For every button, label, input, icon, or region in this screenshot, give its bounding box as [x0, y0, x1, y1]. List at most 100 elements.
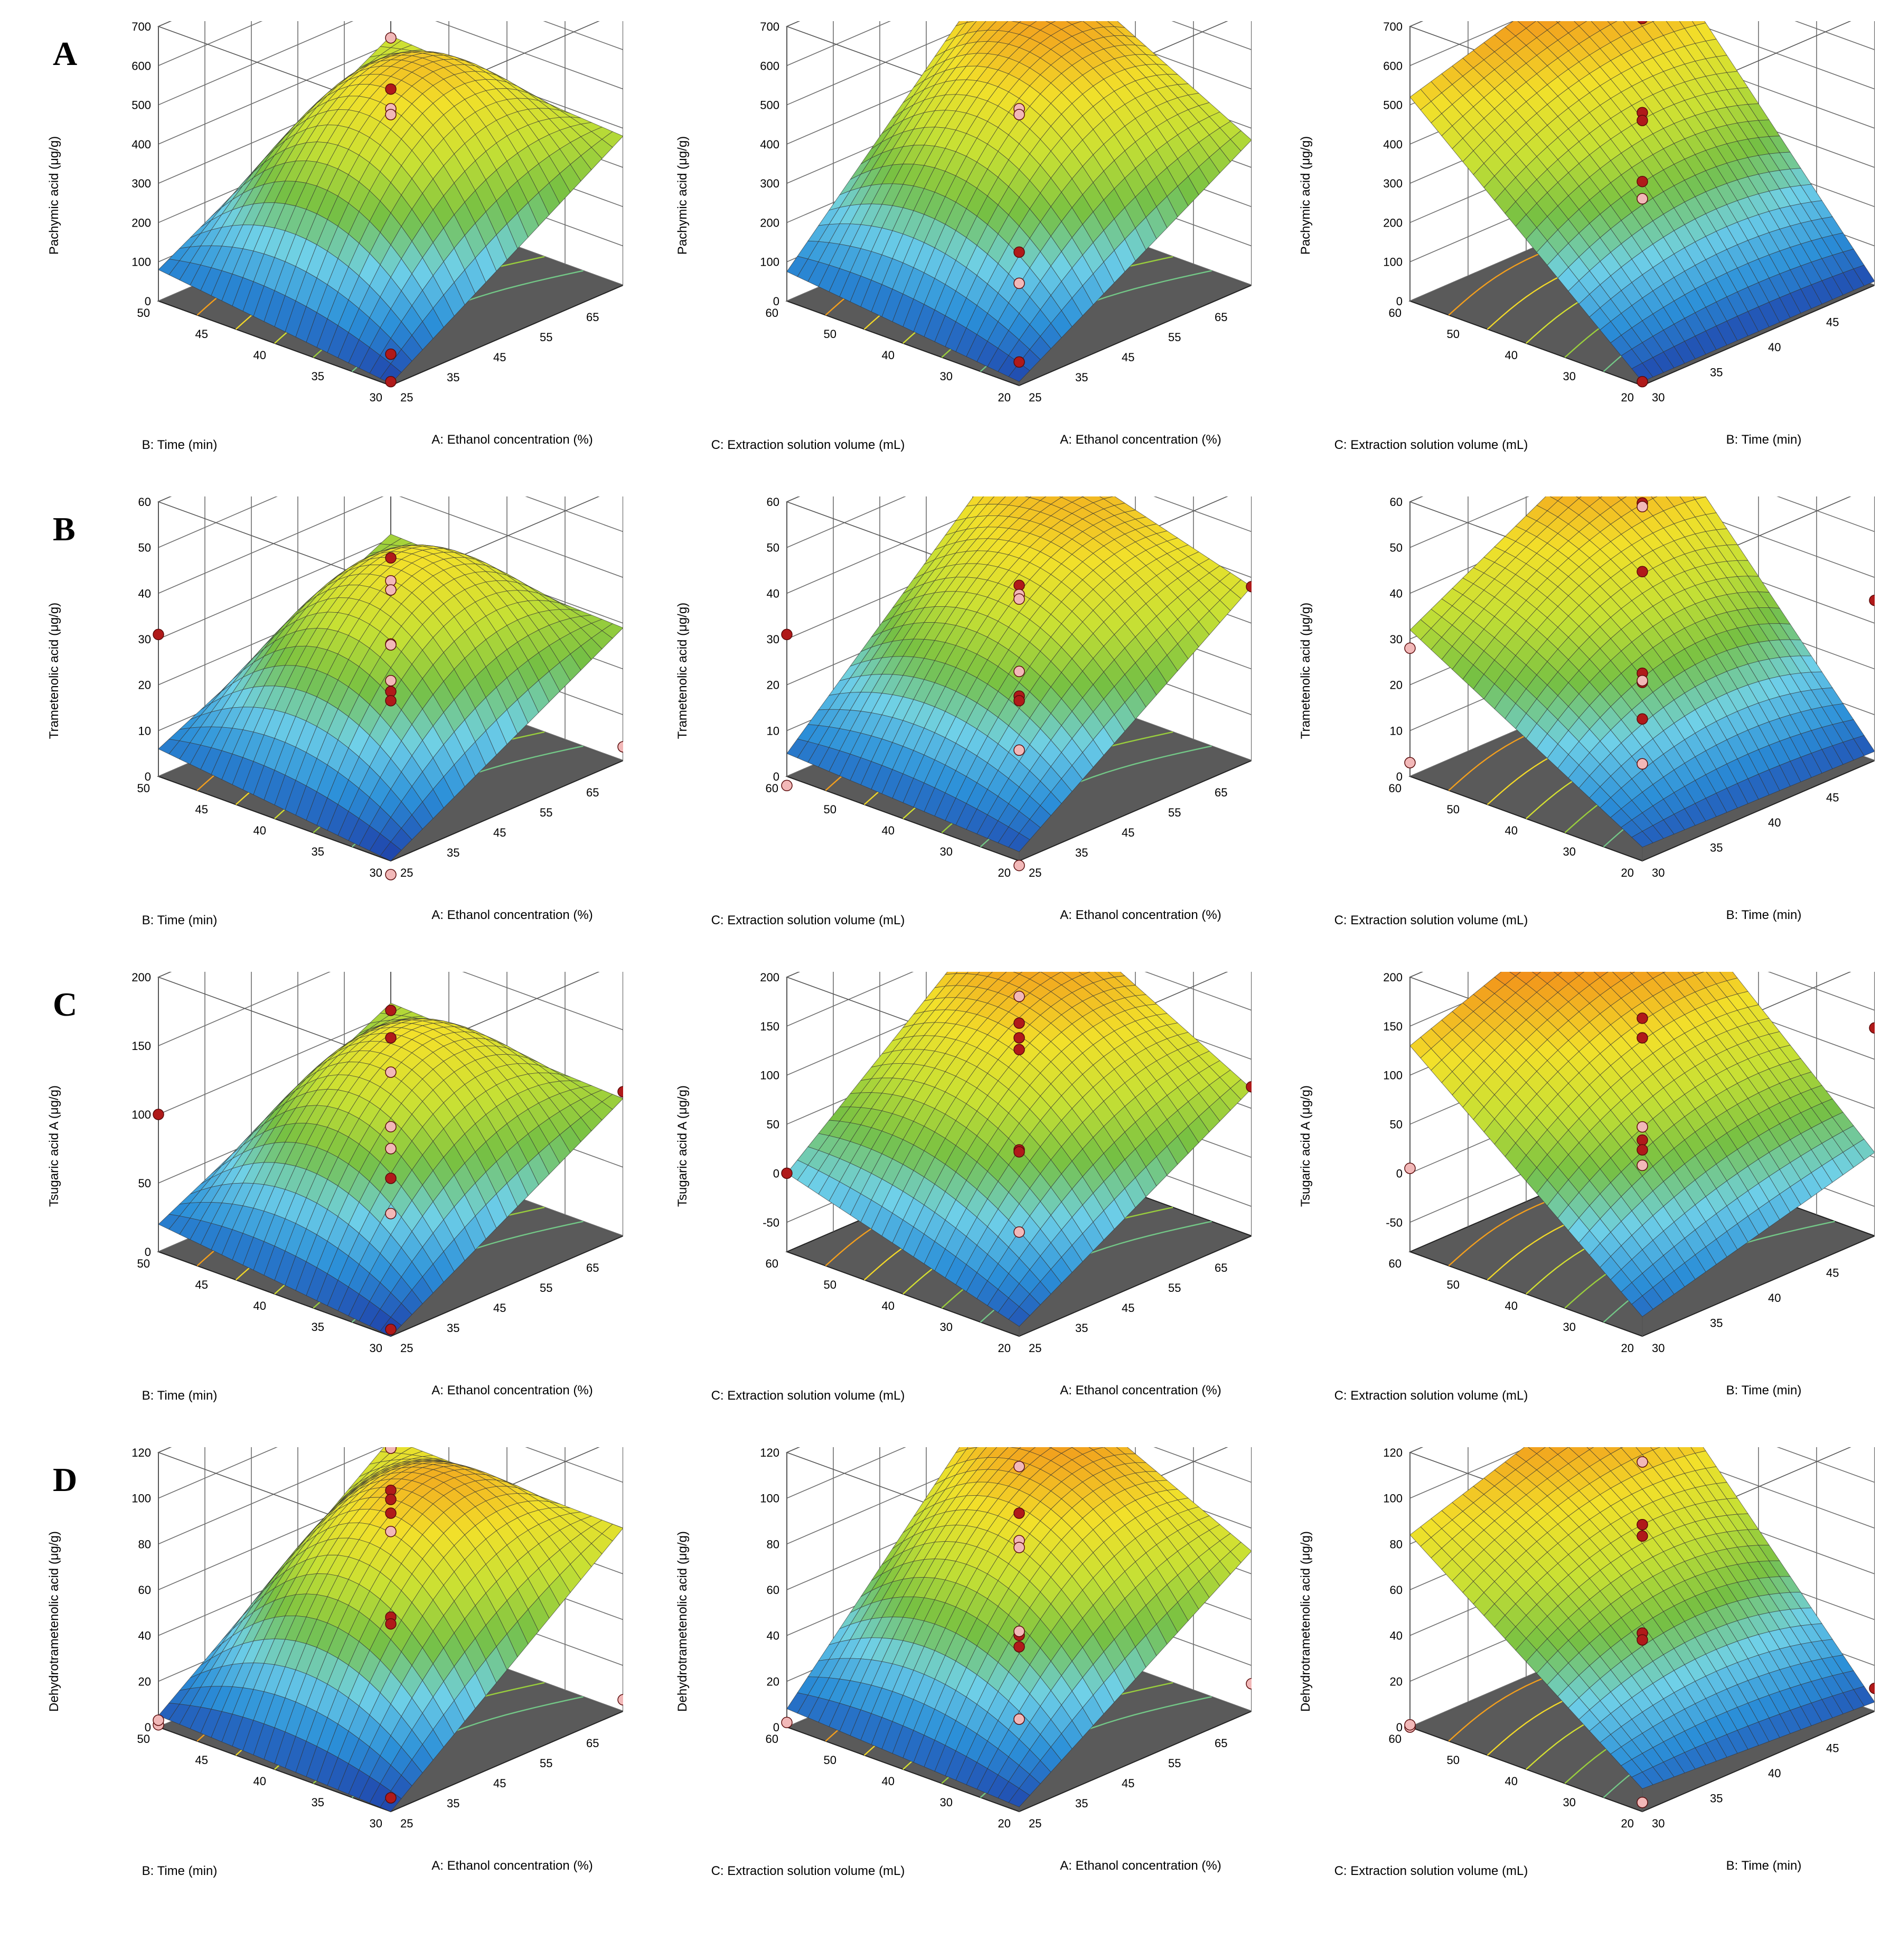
- y-tick-label: 40: [882, 1299, 895, 1312]
- y-tick-label: 30: [1563, 1796, 1576, 1809]
- x-tick-label: 45: [1826, 1267, 1839, 1280]
- y-axis-label: B: Time (min): [142, 1389, 218, 1403]
- design-points: [1404, 1012, 1875, 1174]
- z-axis-label: Trametenolic acid (μg/g): [675, 603, 690, 739]
- x-tick-label: 45: [493, 826, 506, 839]
- z-tick-label: 80: [1390, 1537, 1403, 1551]
- x-tick-label: 35: [1710, 841, 1723, 855]
- x-tick-label: 55: [1168, 1757, 1181, 1770]
- z-tick-label: 50: [138, 541, 151, 555]
- x-tick-label: 30: [1652, 1817, 1665, 1830]
- x-tick-label: 30: [1652, 866, 1665, 879]
- z-tick-label: 600: [131, 59, 151, 72]
- x-axis-label: A: Ethanol concentration (%): [431, 433, 593, 447]
- y-axis: 20 30 40 50 60 C: Extraction solution volume …: [711, 1732, 1011, 1878]
- design-point: [1637, 376, 1648, 388]
- y-tick-label: 20: [1621, 866, 1634, 879]
- response-surface: [786, 972, 1252, 1327]
- z-tick-label: 150: [760, 1020, 779, 1033]
- design-point: [781, 1717, 793, 1729]
- y-tick-label: 30: [940, 845, 953, 858]
- z-axis-label: Dehydrotrametenolic acid (μg/g): [47, 1531, 61, 1712]
- z-tick-label: 100: [131, 256, 151, 269]
- chart-C-3: -50 0 50 100 150 200 Tsugaric acid A (μg/g) 30 3…: [1299, 972, 1875, 1403]
- chart-D-3: 0 20 40 60 80 100 120 Dehydrotrametenolic acid …: [1299, 1447, 1875, 1878]
- y-tick-label: 40: [253, 1775, 266, 1788]
- z-tick-label: 0: [1396, 295, 1403, 308]
- design-point: [153, 629, 164, 641]
- y-tick-label: 60: [1389, 782, 1402, 795]
- y-axis: 30 35 40 45 50 B: Time (min): [137, 306, 382, 452]
- x-tick-label: 55: [540, 806, 552, 819]
- y-tick-label: 50: [824, 803, 836, 816]
- design-point: [1013, 1625, 1025, 1637]
- design-point: [385, 674, 397, 687]
- y-axis-label: B: Time (min): [142, 438, 218, 452]
- z-tick-label: 100: [1383, 1492, 1403, 1505]
- design-points: [153, 552, 623, 880]
- z-tick-label: 0: [145, 1245, 151, 1259]
- z-tick-label: 0: [145, 770, 151, 783]
- x-tick-label: 45: [1122, 1301, 1134, 1315]
- y-tick-label: 40: [882, 349, 895, 362]
- z-axis: 0 100 200 300 400 500 600 700 Pachymic acid (μg/…: [47, 21, 151, 308]
- design-point: [385, 695, 397, 707]
- design-point: [385, 32, 397, 44]
- design-point: [1013, 1017, 1025, 1029]
- response-surface: [786, 496, 1252, 852]
- design-point: [1013, 695, 1025, 707]
- x-tick-label: 45: [1826, 791, 1839, 804]
- x-tick-label: 45: [1122, 1777, 1134, 1790]
- x-tick-label: 25: [1029, 1817, 1041, 1830]
- y-tick-label: 40: [1505, 1775, 1518, 1788]
- y-tick-label: 30: [940, 1320, 953, 1334]
- z-tick-label: 60: [1390, 1583, 1403, 1597]
- x-tick-label: 35: [1075, 846, 1088, 859]
- chart-A-1: 0 100 200 300 400 500 600 700 Pachymic acid (μg/…: [47, 21, 623, 452]
- design-point: [385, 1792, 397, 1804]
- z-tick-label: 500: [131, 99, 151, 112]
- z-tick-label: 0: [773, 295, 779, 308]
- y-tick-label: 40: [1505, 824, 1518, 837]
- x-tick-label: 65: [586, 786, 599, 799]
- z-tick-label: 40: [138, 587, 151, 600]
- y-tick-label: 20: [1621, 1817, 1634, 1830]
- z-tick-label: 60: [138, 496, 151, 509]
- z-tick-label: 400: [760, 138, 779, 151]
- design-point: [1013, 744, 1025, 756]
- design-point: [385, 1324, 397, 1335]
- y-tick-label: 30: [370, 391, 382, 404]
- x-tick-label: 25: [400, 391, 413, 404]
- design-point: [153, 1109, 164, 1120]
- z-tick-label: 700: [131, 21, 151, 33]
- response-surface: [158, 533, 623, 861]
- x-tick-label: 35: [447, 1321, 459, 1335]
- y-tick-label: 35: [312, 1796, 324, 1809]
- z-tick-label: 60: [767, 1583, 779, 1597]
- z-axis-label: Trametenolic acid (μg/g): [47, 603, 61, 739]
- z-tick-label: 30: [1390, 633, 1403, 646]
- z-tick-label: 0: [145, 295, 151, 308]
- x-tick-label: 40: [1768, 1767, 1781, 1780]
- y-axis: 20 30 40 50 60 C: Extraction solution volume …: [1334, 782, 1634, 927]
- design-point: [1637, 758, 1648, 770]
- z-tick-label: 0: [773, 770, 779, 783]
- chart-B-2: 0 10 20 30 40 50 60 Trametenolic acid (μg/g) 25 3…: [675, 496, 1252, 927]
- x-tick-label: 65: [586, 1737, 599, 1750]
- y-tick-label: 20: [998, 391, 1011, 404]
- x-tick-label: 45: [1122, 826, 1134, 839]
- panel-letter-A: A: [53, 35, 78, 72]
- z-tick-label: 120: [1383, 1447, 1403, 1459]
- y-tick-label: 35: [312, 370, 324, 383]
- x-axis-label: A: Ethanol concentration (%): [431, 908, 593, 922]
- z-tick-label: 100: [131, 1108, 151, 1121]
- z-tick-label: 30: [138, 633, 151, 646]
- design-point: [1637, 1134, 1648, 1146]
- panel-letter-B: B: [53, 510, 76, 548]
- design-point: [1637, 1032, 1648, 1044]
- x-tick-label: 35: [1075, 1321, 1088, 1335]
- design-points: [781, 990, 1252, 1238]
- z-tick-label: 50: [138, 1177, 151, 1190]
